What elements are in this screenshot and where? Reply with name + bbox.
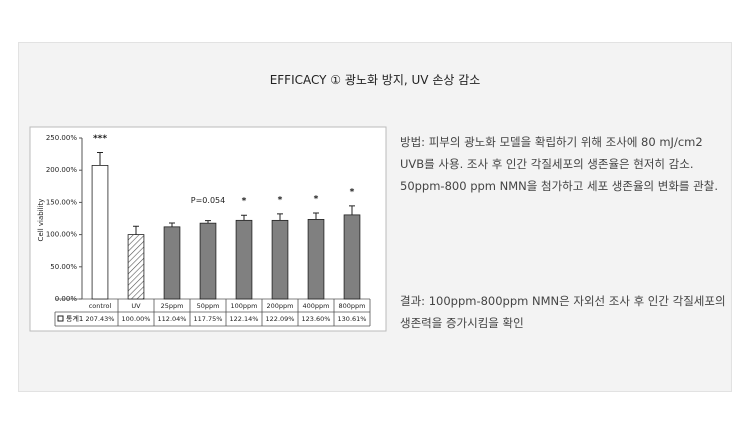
x-tick-label: 50ppm — [197, 302, 220, 310]
value-label: 100.00% — [122, 315, 151, 323]
annotation: P=0.054 — [191, 196, 225, 205]
error-bar — [277, 213, 283, 221]
annotation: * — [314, 194, 319, 204]
annotation: *** — [93, 134, 107, 144]
bar — [199, 222, 217, 300]
error-bar — [313, 212, 319, 220]
value-label: 117.75% — [194, 315, 223, 323]
error-bar — [97, 152, 103, 166]
bar — [307, 219, 325, 300]
bar — [91, 165, 109, 300]
y-tick-label: 250.00% — [46, 134, 77, 142]
method-text: 방법: 피부의 광노화 모델을 확립하기 위해 조사에 80 mJ/cm2 UV… — [400, 135, 718, 193]
annotation: * — [242, 197, 247, 207]
heading: EFFICACY ① 광노화 방지, UV 손상 감소 — [269, 73, 481, 87]
value-label: 130.61% — [338, 315, 367, 323]
x-tick-label: 25ppm — [161, 302, 184, 310]
x-tick-label: UV — [131, 302, 141, 310]
value-label: 122.09% — [266, 315, 295, 323]
x-tick-label: 200ppm — [267, 302, 294, 310]
x-tick-label: 400ppm — [303, 302, 330, 310]
y-tick-label: 200.00% — [46, 166, 77, 174]
y-tick-label: 100.00% — [46, 231, 77, 239]
result-text: 결과: 100ppm-800ppm NMN은 자외선 조사 후 인간 각질세포의… — [400, 294, 726, 330]
annotation: * — [278, 195, 283, 205]
bar — [343, 214, 361, 300]
value-label: 112.04% — [158, 315, 187, 323]
value-label: 207.43% — [86, 315, 115, 323]
bar — [163, 226, 181, 300]
bar — [127, 234, 145, 300]
value-label: 122.14% — [230, 315, 259, 323]
error-bar — [169, 222, 175, 227]
y-axis-label: Cell viability — [37, 199, 45, 242]
legend-swatch — [57, 315, 64, 322]
legend-label: 통계1 — [66, 314, 83, 323]
bar — [235, 219, 253, 300]
error-bar — [241, 214, 247, 221]
error-bar — [349, 205, 355, 215]
error-bar — [205, 220, 211, 224]
annotation: * — [350, 187, 355, 197]
x-tick-label: 800ppm — [339, 302, 366, 310]
x-tick-label: 100ppm — [231, 302, 258, 310]
value-label: 123.60% — [302, 315, 331, 323]
bar — [271, 219, 289, 300]
x-tick-label: control — [89, 302, 112, 310]
error-bar — [133, 225, 139, 235]
y-tick-label: 50.00% — [50, 263, 77, 271]
y-tick-label: 150.00% — [46, 198, 77, 206]
